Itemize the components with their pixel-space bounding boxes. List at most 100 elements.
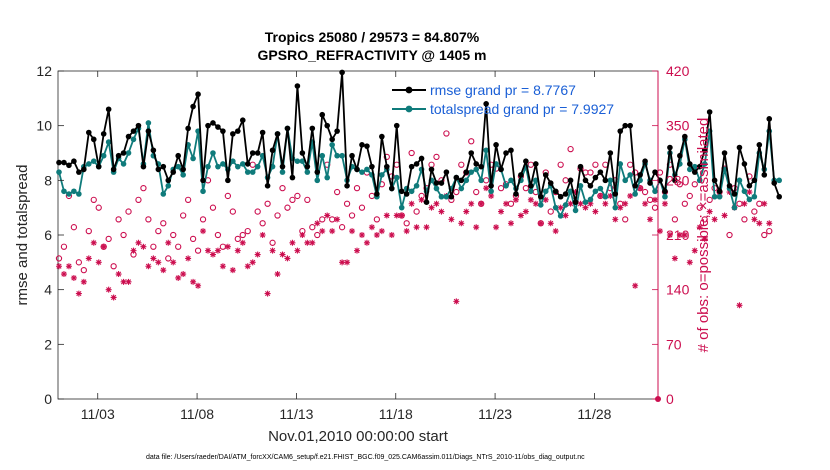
assimilated-obs-point xyxy=(170,259,177,266)
assimilated-obs-point xyxy=(398,212,405,219)
assimilated-obs-point xyxy=(676,232,683,238)
series-point xyxy=(160,163,167,170)
assimilated-obs-point xyxy=(542,196,549,203)
series-point xyxy=(533,161,539,167)
x-tick-label: 11/18 xyxy=(379,406,413,422)
assimilated-obs-point xyxy=(413,224,420,231)
assimilated-obs-point xyxy=(393,212,400,219)
y-right-tick-label: 350 xyxy=(666,118,690,134)
assimilated-obs-point xyxy=(368,224,375,231)
x-tick-label: 11/08 xyxy=(180,406,214,422)
series-point xyxy=(220,128,226,134)
possible-obs-point xyxy=(522,184,530,192)
series-point xyxy=(562,202,569,208)
possible-obs-point xyxy=(433,153,440,161)
possible-obs-point xyxy=(274,212,281,219)
series-point xyxy=(726,183,733,189)
possible-obs-point xyxy=(343,200,351,207)
series-point xyxy=(279,163,286,170)
y-axis-left-label: rmse and totalspread xyxy=(14,165,31,306)
assimilated-obs-point xyxy=(80,278,87,285)
series-point xyxy=(453,174,460,181)
series-point xyxy=(582,199,589,205)
x-tick-label: 11/23 xyxy=(478,406,512,422)
possible-obs-point xyxy=(567,145,574,153)
assimilated-obs-point xyxy=(448,216,455,223)
series-point xyxy=(493,142,499,148)
assimilated-obs-point xyxy=(408,200,415,207)
assimilated-obs-point xyxy=(686,259,693,266)
series-point xyxy=(682,133,688,140)
assimilated-obs-point xyxy=(195,282,202,289)
assimilated-obs-point xyxy=(652,196,659,203)
y-right-tick-label: 0 xyxy=(666,391,674,407)
assimilated-obs-point xyxy=(120,278,127,285)
assimilated-obs-point xyxy=(537,220,544,227)
series-point xyxy=(215,163,221,170)
assimilated-obs-point xyxy=(383,212,390,219)
possible-obs-point xyxy=(254,208,261,215)
possible-obs-point xyxy=(155,227,162,235)
possible-obs-point xyxy=(279,184,286,192)
assimilated-obs-point xyxy=(344,259,351,266)
assimilated-obs-point xyxy=(209,251,216,258)
possible-obs-point xyxy=(60,243,68,250)
y-right-tick-label: 140 xyxy=(666,282,690,298)
series-point xyxy=(736,177,743,184)
assimilated-obs-point xyxy=(200,228,207,235)
series-point xyxy=(473,161,480,167)
possible-obs-point xyxy=(671,216,679,223)
assimilated-obs-point xyxy=(478,200,485,207)
series-point xyxy=(180,166,186,173)
possible-obs-point xyxy=(194,247,202,254)
series-point xyxy=(61,159,67,166)
possible-obs-point xyxy=(209,204,217,211)
possible-obs-point xyxy=(468,138,475,145)
assimilated-obs-point xyxy=(314,220,321,227)
series-layer xyxy=(55,69,782,402)
assimilated-obs-point xyxy=(512,196,519,203)
assimilated-obs-point xyxy=(741,200,748,207)
series-point xyxy=(508,177,514,184)
series-point xyxy=(294,158,301,164)
possible-obs-point xyxy=(175,243,182,250)
series-point xyxy=(766,116,773,122)
assimilated-obs-point xyxy=(155,259,162,266)
assimilated-obs-point xyxy=(498,208,505,215)
series-point xyxy=(597,185,604,192)
series-point xyxy=(662,188,668,195)
series-point xyxy=(150,147,157,154)
series-point xyxy=(592,188,599,195)
series-point xyxy=(736,144,743,151)
series-point xyxy=(110,166,117,173)
series-point xyxy=(478,177,484,184)
possible-obs-point xyxy=(338,224,346,231)
possible-obs-point xyxy=(726,231,733,239)
assimilated-obs-point xyxy=(607,192,614,199)
assimilated-obs-point xyxy=(602,200,609,207)
assimilated-obs-point xyxy=(438,208,445,215)
series-point xyxy=(612,191,619,197)
series-point xyxy=(562,191,569,197)
series-point xyxy=(696,177,703,184)
assimilated-obs-point xyxy=(661,200,668,207)
possible-obs-point xyxy=(284,204,291,211)
series-point xyxy=(642,158,648,164)
possible-obs-point xyxy=(160,220,167,227)
legend: rmse grand pr = 8.7767 totalspread grand… xyxy=(392,82,614,117)
assimilated-obs-point xyxy=(358,232,365,238)
series-point xyxy=(230,131,236,137)
assimilated-obs-point xyxy=(219,263,226,270)
possible-obs-point xyxy=(244,227,251,235)
possible-obs-point xyxy=(269,239,276,246)
series-point xyxy=(244,169,251,175)
series-point xyxy=(577,163,584,170)
assimilated-obs-point xyxy=(175,274,182,281)
series-point xyxy=(602,177,609,184)
x-tick-label: 11/13 xyxy=(279,406,313,422)
assimilated-obs-point xyxy=(388,232,395,238)
series-point xyxy=(701,147,708,154)
possible-obs-point xyxy=(319,216,326,223)
series-point xyxy=(120,161,127,167)
series-point xyxy=(329,136,335,143)
